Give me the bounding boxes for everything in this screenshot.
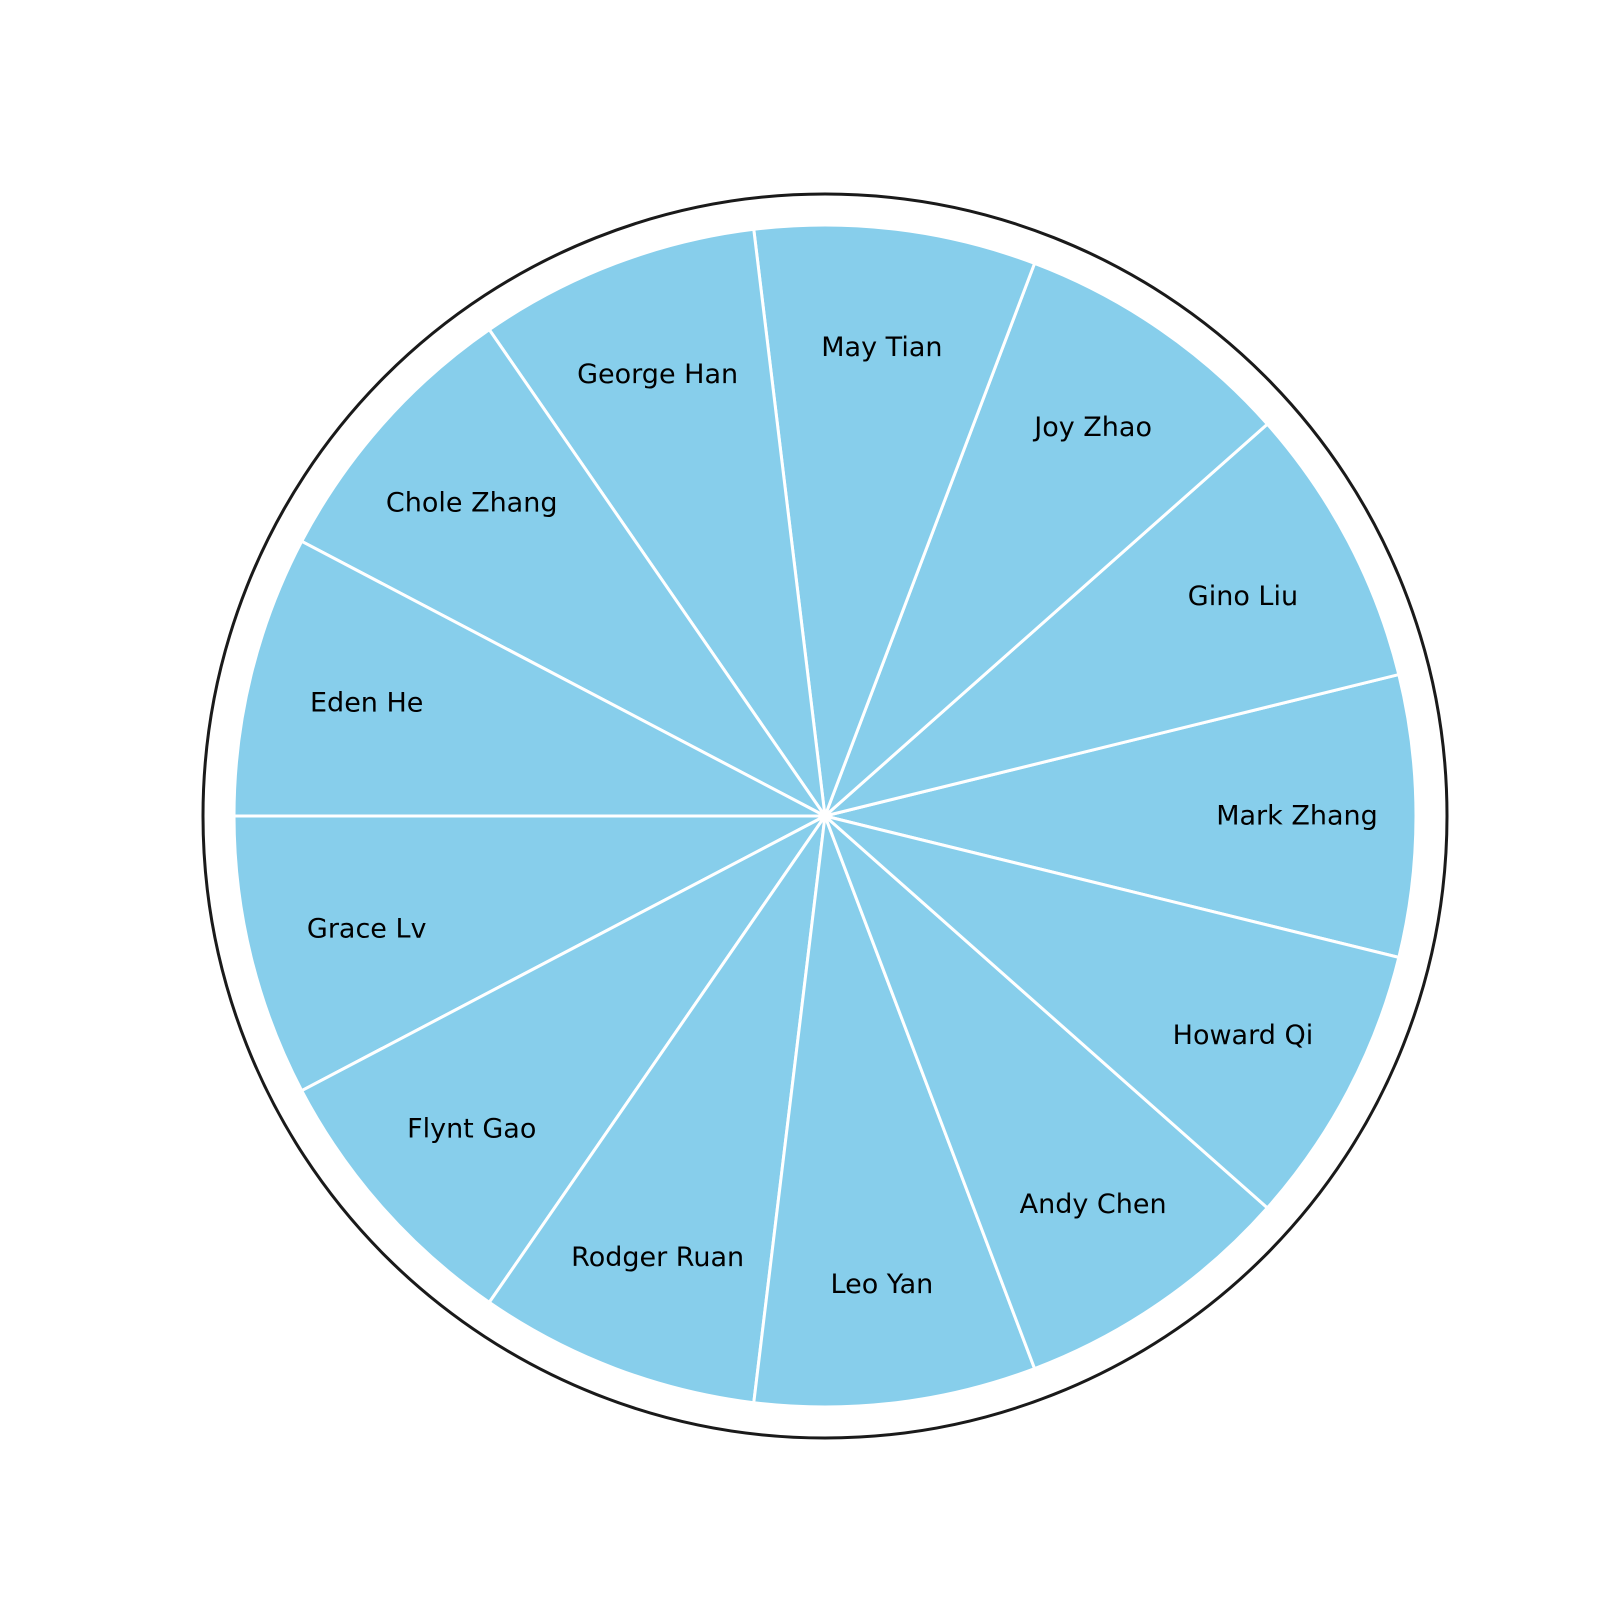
pie-slice-9 [300,814,827,1304]
pie-slice-8 [232,814,827,1093]
pie-slices [232,223,1418,1409]
pie-slice-11 [752,814,1037,1409]
slice-label: George Han [577,359,738,390]
slice-label: May Tian [821,332,942,363]
pie-slice-2 [823,422,1401,818]
outer-ring [201,192,1449,1440]
slice-label: Flynt Gao [407,1113,536,1144]
pie-slice-12 [823,814,1269,1371]
slice-label: Rodger Ruan [571,1242,744,1273]
slice-label: Joy Zhao [1032,412,1152,443]
slice-label: Andy Chen [1020,1189,1167,1220]
pie-slice-5 [487,227,827,818]
pie-slice-3 [823,261,1269,818]
slice-label: Eden He [310,688,423,719]
slice-labels: Mark Zhang Gino Liu Joy Zhao May Tian George… [307,332,1378,1300]
pie-slice-13 [823,814,1401,1210]
pie-slice-7 [232,539,827,818]
slice-label: Grace Lv [307,913,427,944]
slice-label: Gino Liu [1188,581,1298,612]
slice-label: Chole Zhang [386,488,558,519]
pie-slice-4 [752,223,1037,818]
pie-slice-6 [300,328,827,818]
slice-label: Howard Qi [1173,1020,1314,1051]
pie-slice-10 [487,814,827,1405]
slice-label: Mark Zhang [1216,800,1378,831]
pie-slice-1 [823,673,1418,959]
slice-label: Leo Yan [831,1269,934,1300]
